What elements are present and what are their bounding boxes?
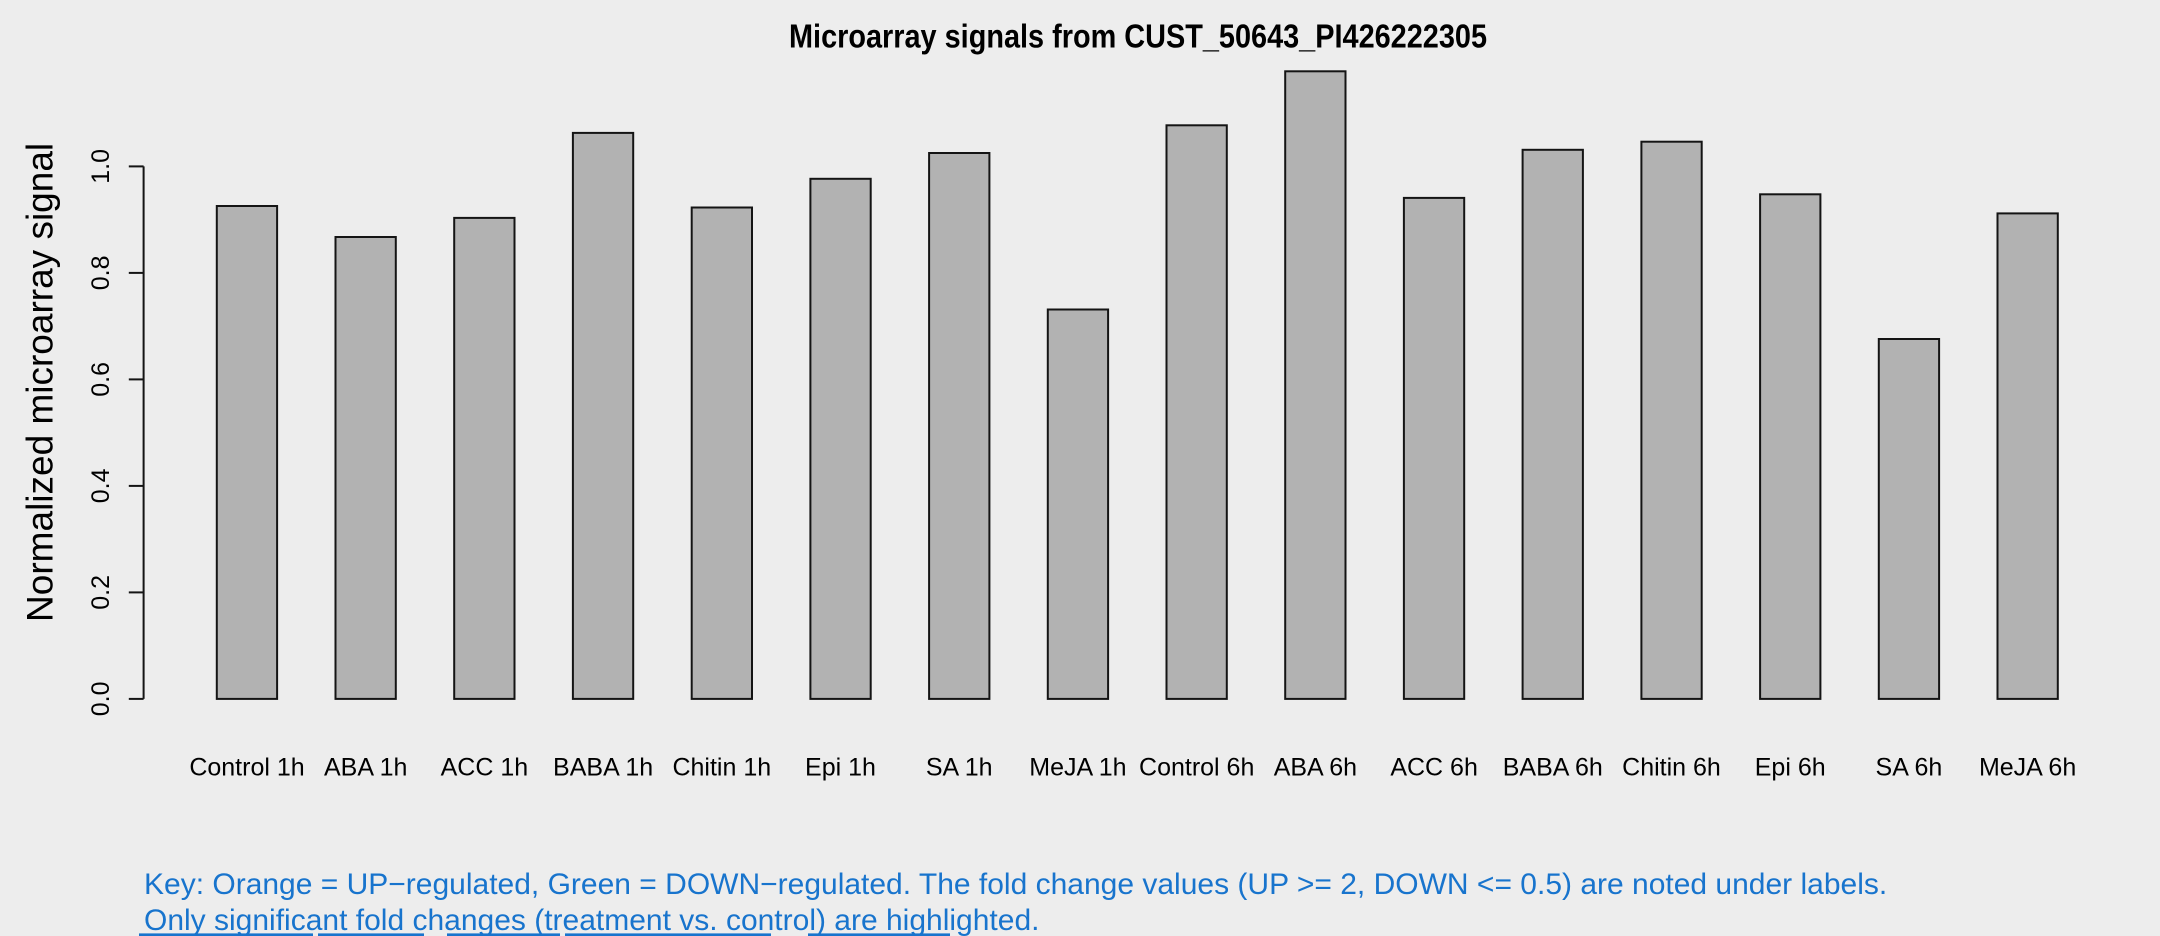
svg-text:0.0: 0.0 xyxy=(87,682,115,717)
svg-text:MeJA 6h: MeJA 6h xyxy=(1979,754,2076,782)
svg-text:BABA 1h: BABA 1h xyxy=(553,754,653,782)
svg-text:ABA 1h: ABA 1h xyxy=(324,754,407,782)
svg-text:ACC 6h: ACC 6h xyxy=(1390,754,1478,782)
svg-text:Key: Orange = UP−regulated, Gr: Key: Orange = UP−regulated, Green = DOWN… xyxy=(144,868,1887,901)
svg-text:ACC 1h: ACC 1h xyxy=(441,754,529,782)
svg-text:Control 6h: Control 6h xyxy=(1139,754,1254,782)
svg-text:Epi 6h: Epi 6h xyxy=(1755,754,1826,782)
svg-text:0.8: 0.8 xyxy=(87,256,115,291)
svg-text:1.0: 1.0 xyxy=(87,149,115,184)
svg-text:Control 1h: Control 1h xyxy=(189,754,304,782)
svg-text:MeJA 1h: MeJA 1h xyxy=(1029,754,1126,782)
svg-text:SA 1h: SA 1h xyxy=(926,754,993,782)
svg-text:Chitin 1h: Chitin 1h xyxy=(672,754,771,782)
svg-text:Epi 1h: Epi 1h xyxy=(805,754,876,782)
svg-text:Microarray signals from CUST_5: Microarray signals from CUST_50643_PI426… xyxy=(789,17,1487,54)
svg-text:0.6: 0.6 xyxy=(87,362,115,397)
svg-text:Only significant fold changes: Only significant fold changes (treatment… xyxy=(144,904,1039,936)
svg-text:0.2: 0.2 xyxy=(87,575,115,610)
svg-text:ABA 6h: ABA 6h xyxy=(1274,754,1357,782)
svg-text:0.4: 0.4 xyxy=(87,468,115,503)
svg-text:Chitin 6h: Chitin 6h xyxy=(1622,754,1721,782)
svg-text:Normalized microarray signal: Normalized microarray signal xyxy=(19,143,60,622)
svg-text:BABA 6h: BABA 6h xyxy=(1503,754,1603,782)
svg-text:SA 6h: SA 6h xyxy=(1876,754,1943,782)
